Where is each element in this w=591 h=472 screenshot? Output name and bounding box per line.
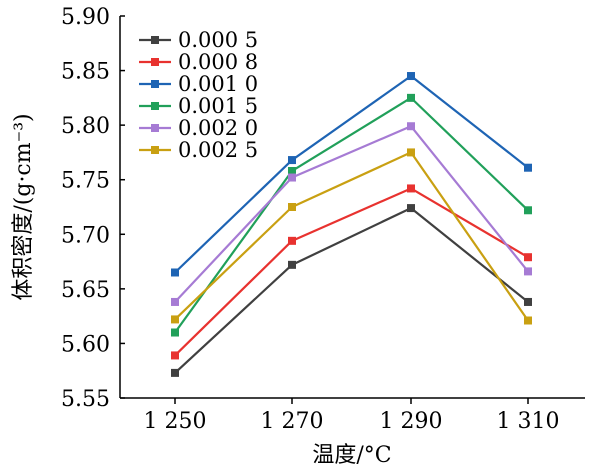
data-point: [407, 72, 415, 81]
x-tick-label: 1 310: [497, 409, 560, 434]
data-point: [171, 351, 179, 360]
legend-swatch-marker: [151, 146, 159, 154]
data-point: [171, 297, 179, 306]
y-ticks: 5.55 5.60 5.65 5.70 5.75 5.80 5.85 5.90: [61, 5, 125, 412]
legend-item: 0.001 0: [139, 72, 258, 96]
series-group: [171, 72, 532, 377]
y-tick-label: 5.70: [61, 223, 110, 248]
data-point: [407, 148, 415, 157]
data-point: [524, 297, 532, 306]
y-tick-label: 5.55: [61, 387, 110, 412]
legend-swatch-marker: [151, 102, 159, 110]
data-point: [524, 206, 532, 215]
data-point: [524, 253, 532, 262]
legend-item: 0.001 5: [139, 94, 258, 118]
data-point: [524, 316, 532, 325]
data-point: [407, 93, 415, 102]
legend-label: 0.000 5: [178, 28, 258, 52]
data-point: [171, 315, 179, 324]
series-line: [174, 74, 529, 274]
legend-item: 0.002 0: [139, 116, 258, 140]
legend-swatch-marker: [151, 80, 159, 88]
data-point: [288, 236, 296, 245]
legend-swatch-marker: [151, 58, 159, 66]
y-tick-label: 5.65: [61, 278, 110, 303]
legend-item: 0.000 5: [139, 28, 258, 52]
data-point: [288, 166, 296, 175]
x-ticks: 1 250 1 270 1 290 1 310: [144, 398, 560, 434]
data-point: [288, 260, 296, 269]
x-tick-label: 1 270: [261, 409, 324, 434]
series-line: [174, 125, 529, 303]
x-tick-label: 1 250: [144, 409, 207, 434]
series-2: [171, 72, 532, 277]
series-3: [171, 93, 532, 337]
legend-label: 0.000 8: [178, 50, 258, 74]
legend-swatch-marker: [151, 36, 159, 44]
data-point: [288, 173, 296, 182]
data-point: [524, 267, 532, 276]
legend-label: 0.002 0: [178, 116, 258, 140]
y-tick-label: 5.75: [61, 169, 110, 194]
data-point: [171, 268, 179, 277]
series-4: [171, 122, 532, 306]
y-tick-label: 5.90: [61, 5, 110, 30]
data-point: [407, 122, 415, 131]
axes: [119, 16, 585, 399]
legend-swatch-marker: [151, 124, 159, 132]
y-tick-label: 5.85: [61, 60, 110, 85]
y-axis-title: 体积密度/(g·cm⁻³): [11, 113, 36, 300]
series-1: [171, 184, 532, 360]
series-line: [174, 206, 529, 374]
data-point: [524, 163, 532, 172]
legend-label: 0.002 5: [178, 138, 258, 162]
series-line: [174, 187, 529, 357]
y-tick-label: 5.80: [61, 114, 110, 139]
legend: 0.000 50.000 80.001 00.001 50.002 00.002…: [139, 28, 258, 162]
x-tick-label: 1 290: [380, 409, 443, 434]
legend-item: 0.002 5: [139, 138, 258, 162]
data-point: [288, 203, 296, 211]
series-5: [171, 148, 532, 325]
data-point: [407, 204, 415, 213]
series-line: [174, 96, 529, 334]
legend-item: 0.000 8: [139, 50, 258, 74]
series-line: [174, 151, 529, 322]
legend-label: 0.001 0: [178, 72, 258, 96]
data-point: [171, 368, 179, 377]
data-point: [288, 156, 296, 165]
y-tick-label: 5.60: [61, 332, 110, 357]
x-axis-title: 温度/°C: [312, 443, 391, 468]
data-point: [171, 328, 179, 337]
legend-label: 0.001 5: [178, 94, 258, 118]
data-point: [407, 184, 415, 193]
series-0: [171, 204, 532, 377]
